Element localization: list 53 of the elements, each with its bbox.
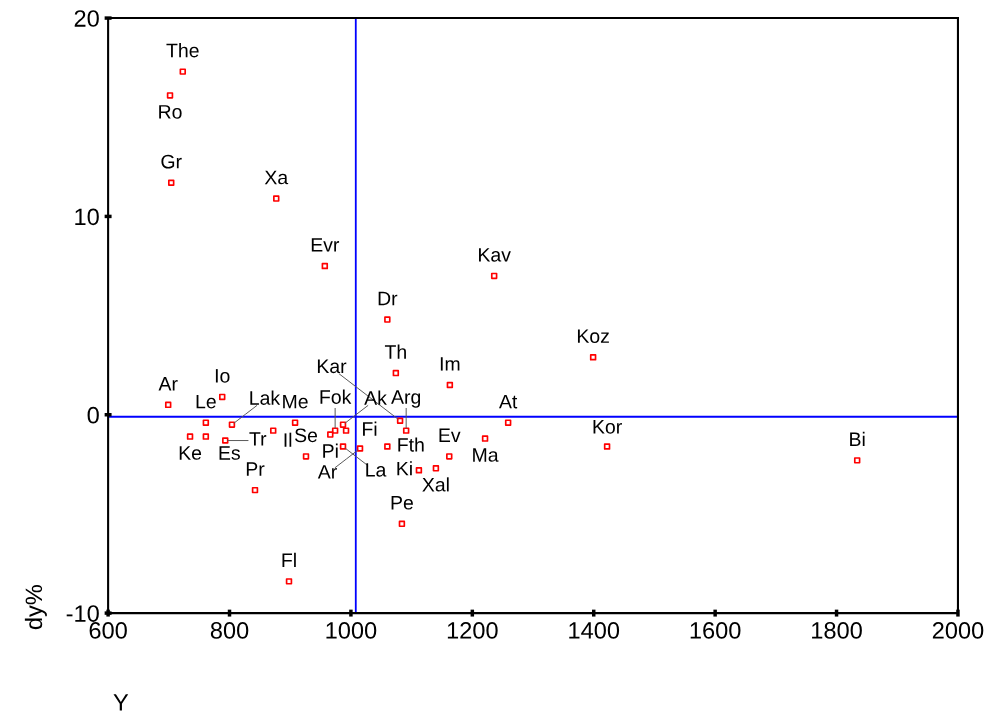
annotation: Tr	[249, 432, 267, 446]
annotation: At	[499, 394, 518, 409]
annotation: Fth	[398, 437, 424, 452]
annotation: Ki	[397, 461, 412, 476]
annotation: Ar	[158, 377, 178, 391]
x-tick-label: 1600	[690, 622, 741, 639]
annotation: Lak	[250, 390, 281, 405]
annotation: Ma	[473, 448, 499, 462]
annotation: Le	[196, 394, 216, 409]
x-axis-title: Y	[113, 694, 129, 711]
y-tick-label: 20	[74, 10, 99, 27]
annotation: Xal	[422, 477, 449, 492]
annotation: Fi	[363, 421, 377, 436]
annotation: Pe	[391, 496, 413, 510]
annotation: Kor	[593, 420, 622, 434]
annotation: Ev	[439, 428, 461, 442]
annotation: Io	[215, 369, 230, 383]
annotation: Ar	[317, 465, 337, 479]
x-tick-label: 1800	[812, 622, 862, 639]
annotation: La	[366, 463, 387, 477]
annotation: The	[166, 43, 199, 58]
annotation: Arg	[391, 390, 421, 408]
annotation: Xa	[264, 170, 289, 185]
annotation: Me	[283, 394, 308, 409]
annotation: Evr	[311, 238, 340, 252]
annotation: Koz	[577, 329, 609, 344]
annotation: Gr	[161, 154, 182, 169]
annotation: Fok	[320, 389, 352, 404]
x-tick-label: 2000	[932, 622, 984, 639]
x-tick-label: 600	[89, 622, 127, 639]
x-tick-label: 1400	[569, 622, 620, 639]
annotation: Fl	[282, 552, 296, 567]
annotation: Pi	[323, 443, 338, 458]
x-tick-label: 1000	[326, 622, 377, 639]
annotation: Pr	[246, 462, 265, 476]
annotation: Il	[284, 432, 292, 447]
y-tick-label: 0	[87, 406, 99, 424]
annotation: Dr	[378, 291, 398, 306]
annotation: Se	[294, 428, 318, 443]
annotation: Kar	[317, 359, 347, 374]
annotation: Ke	[179, 446, 202, 460]
annotation: Ro	[159, 105, 182, 119]
annotation: Ak	[364, 390, 387, 405]
y-tick-label: 10	[75, 208, 99, 226]
x-tick-label: 1200	[447, 622, 498, 639]
annotation: Th	[384, 344, 406, 359]
annotation: Es	[219, 446, 240, 460]
annotation: Im	[440, 357, 460, 371]
y-tick-label: -10	[66, 605, 99, 622]
x-tick-label: 800	[210, 622, 249, 639]
annotation: Kav	[479, 248, 511, 262]
annotation: Bi	[850, 431, 865, 446]
y-axis-title: dy%	[24, 585, 47, 630]
